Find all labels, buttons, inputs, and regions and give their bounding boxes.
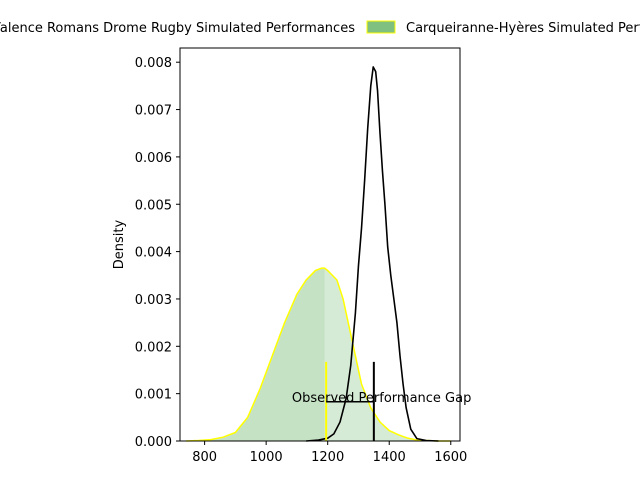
kde-fill-carqueiranne (186, 268, 451, 441)
y-tick-label: 0.007 (135, 104, 172, 119)
y-axis: 0.000 0.001 0.002 0.003 0.004 0.005 0.006 0.007… (135, 56, 180, 450)
legend-label-carqueiranne: Carqueiranne-Hyères Simulated Performanc… (406, 21, 640, 36)
x-tick-label: 1200 (311, 450, 344, 465)
y-tick-label: 0.008 (135, 56, 172, 71)
y-tick-label: 0.004 (135, 246, 172, 261)
y-tick-label: 0.005 (135, 198, 172, 213)
y-tick-label: 0.002 (135, 340, 172, 355)
kde-overlay-region (324, 268, 451, 441)
kde-line-carqueiranne (186, 267, 451, 442)
x-tick-label: 800 (192, 450, 217, 465)
legend: Valence Romans Drome Rugby Simulated Per… (0, 20, 640, 36)
x-axis: 800 1000 1200 1400 1600 (192, 441, 467, 465)
y-tick-label: 0.006 (135, 151, 172, 166)
legend-swatch-carqueiranne (366, 20, 396, 34)
annotation-layer (325, 361, 375, 441)
plot-area: 800 1000 1200 1400 1600 0.000 0.001 0.002 0.003… (135, 47, 467, 465)
y-tick-label: 0.003 (135, 293, 172, 308)
x-tick-label: 1600 (434, 450, 467, 465)
x-tick-label: 1400 (373, 450, 406, 465)
y-tick-label: 0.001 (135, 388, 172, 403)
axes-frame (179, 47, 461, 442)
performance-gap-label: Observed Performance Gap (292, 391, 471, 406)
x-tick-label: 1000 (250, 450, 283, 465)
y-tick-label: 0.000 (135, 435, 172, 450)
legend-label-valence: Valence Romans Drome Rugby Simulated Per… (0, 21, 355, 36)
series-layer (186, 66, 451, 442)
y-axis-label: Density (112, 219, 127, 269)
